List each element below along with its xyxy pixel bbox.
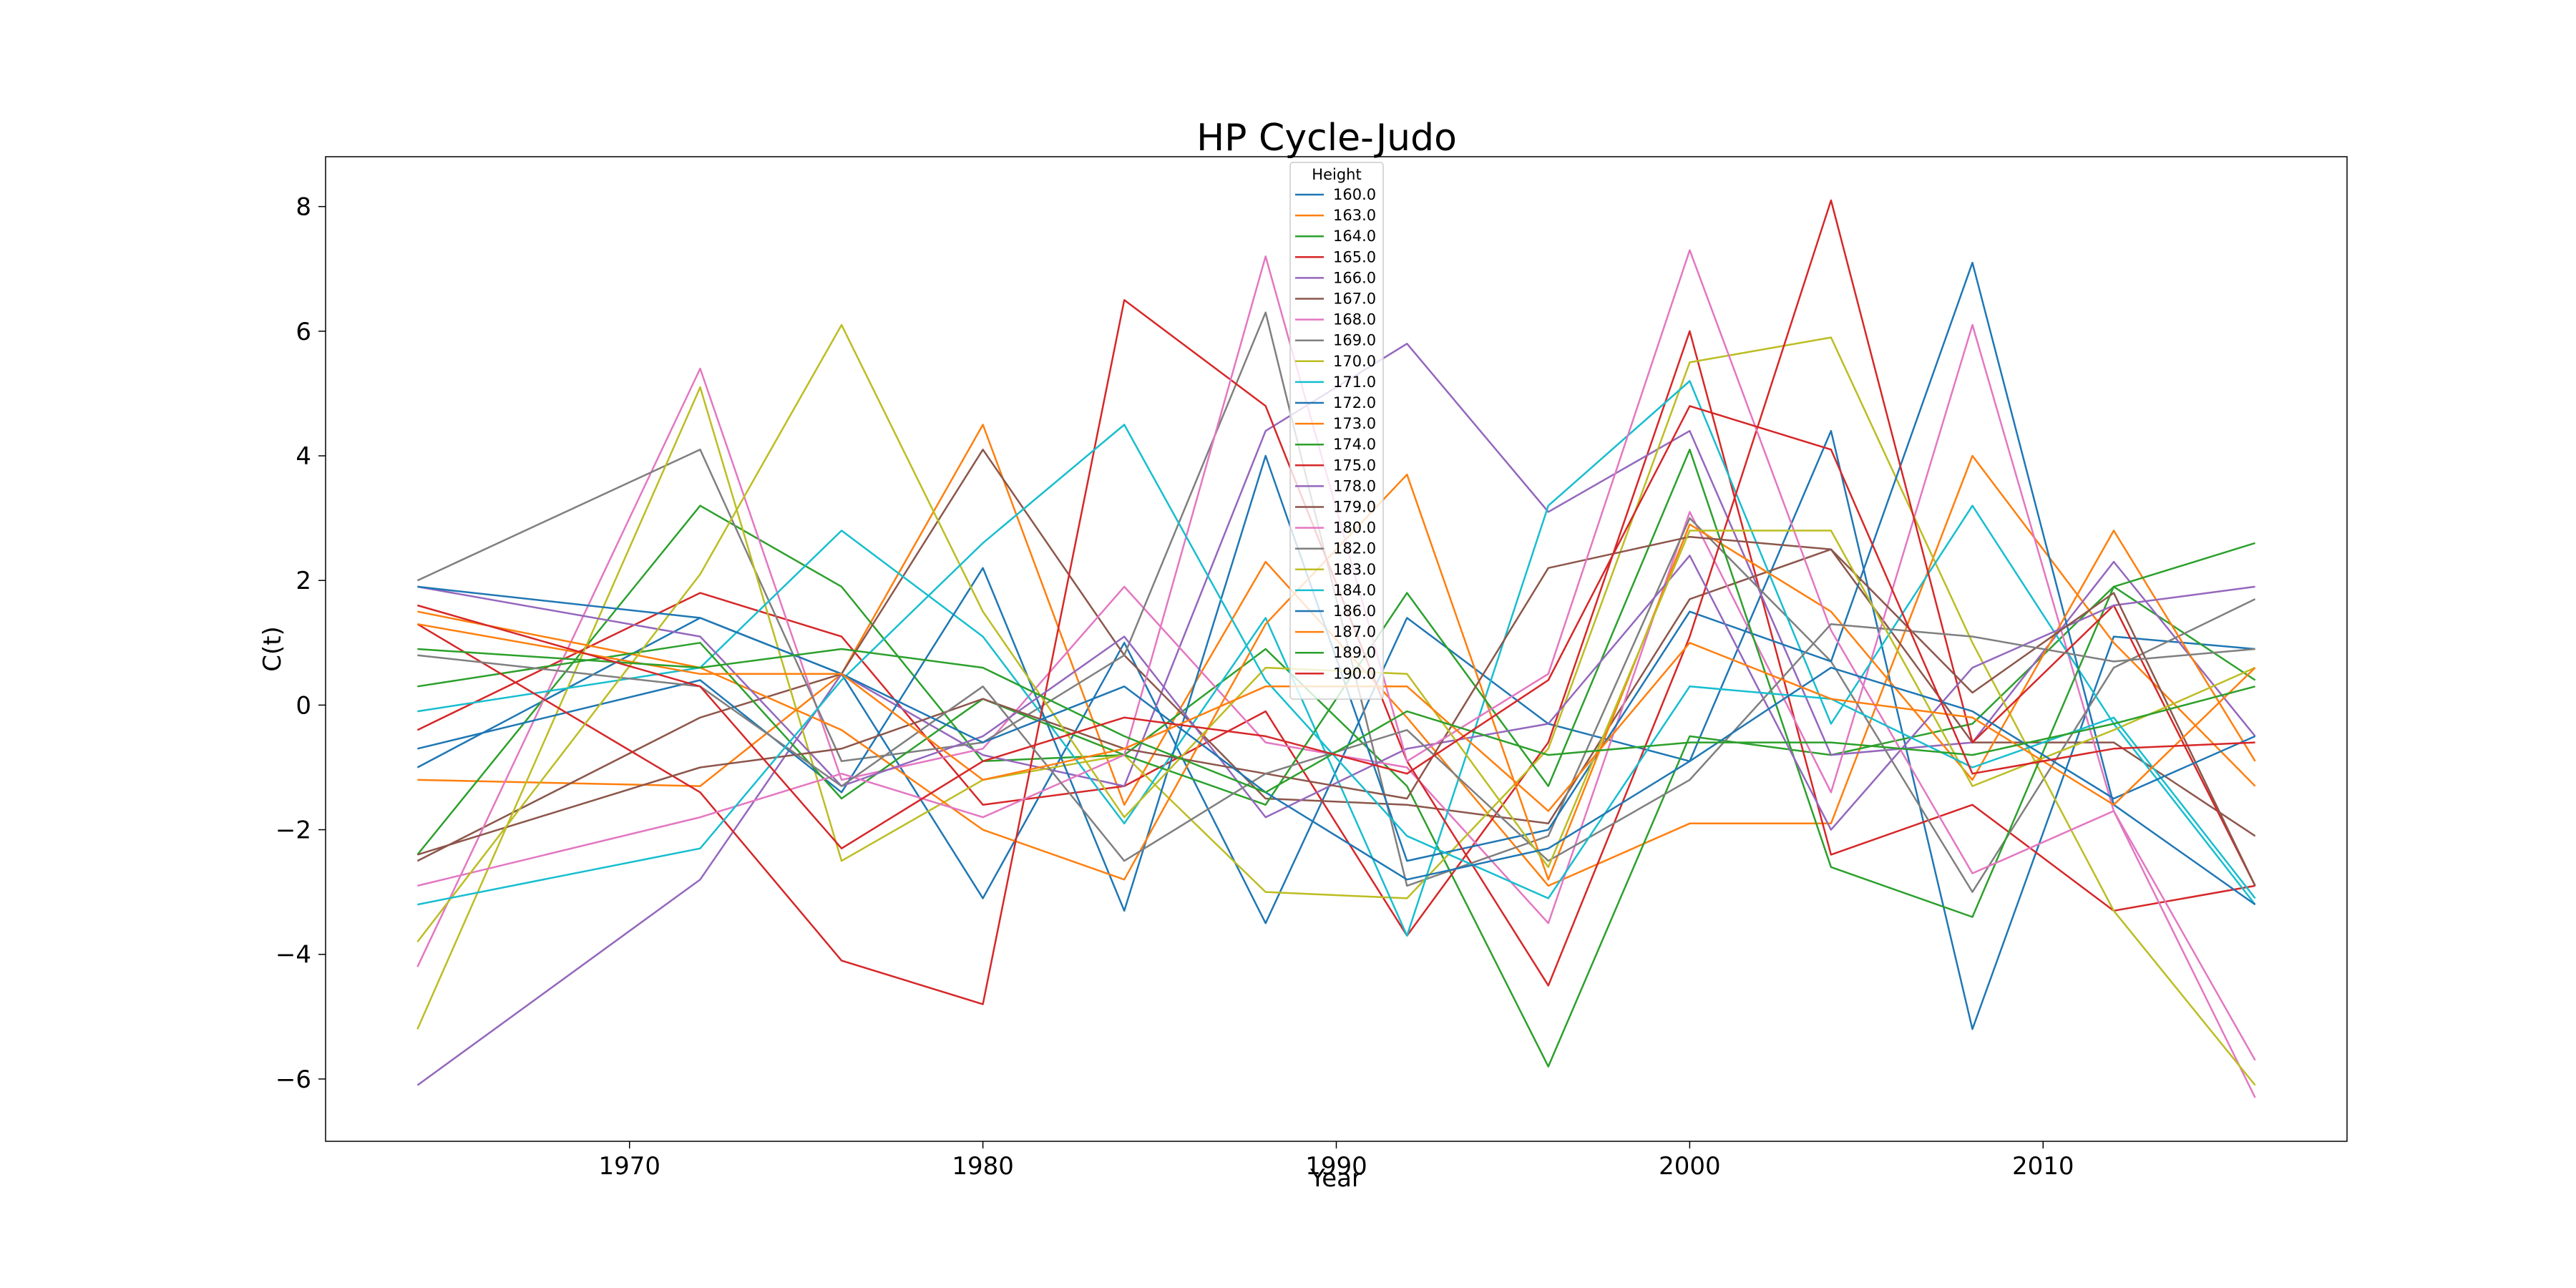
y-tick-label: −2 <box>275 816 311 845</box>
series-line-168.0 <box>416 323 2256 1098</box>
series-line-173.0 <box>417 473 2256 881</box>
legend-entry: 169.0 <box>1333 332 1376 349</box>
series-layer <box>416 199 2256 1098</box>
legend-entry: 182.0 <box>1333 540 1376 557</box>
series-line-169.0 <box>416 311 2256 893</box>
y-axis: −6 −4 −2 0 2 4 6 8 <box>275 193 326 1094</box>
legend-entry: 190.0 <box>1333 665 1376 682</box>
legend-entry: 187.0 <box>1333 623 1376 640</box>
legend-entry: 173.0 <box>1333 415 1376 432</box>
series-line-170.0 <box>416 336 2256 1086</box>
y-tick-label: 0 <box>296 691 311 720</box>
series-line-190.0 <box>417 405 2255 849</box>
series-line-172.0 <box>417 261 2256 912</box>
legend-entry: 174.0 <box>1333 436 1376 453</box>
chart-title: HP Cycle-Judo <box>1196 117 1457 160</box>
legend-entry: 186.0 <box>1333 602 1376 620</box>
legend-entry: 180.0 <box>1333 519 1376 537</box>
legend-entry: 184.0 <box>1333 582 1376 599</box>
legend-title: Height <box>1312 166 1361 183</box>
y-tick-label: −4 <box>275 941 311 970</box>
x-tick-label: 1970 <box>598 1152 660 1181</box>
legend-entry: 170.0 <box>1333 353 1376 370</box>
y-tick-label: 6 <box>296 318 311 346</box>
legend-entry: 172.0 <box>1333 394 1376 411</box>
legend-entry: 160.0 <box>1333 186 1376 203</box>
legend-box <box>1289 162 1384 700</box>
legend-entry: 164.0 <box>1333 228 1376 245</box>
series-line-187.0 <box>417 623 2256 812</box>
legend-entry: 178.0 <box>1333 477 1376 494</box>
series-line-174.0 <box>417 449 2255 918</box>
series-line-164.0 <box>416 504 2256 1068</box>
x-tick-label: 1980 <box>952 1152 1014 1181</box>
series-line-184.0 <box>417 424 2256 906</box>
x-tick-label: 1990 <box>1305 1152 1367 1181</box>
legend-entry: 171.0 <box>1333 374 1376 391</box>
x-axis-label: Year <box>1309 1164 1362 1193</box>
legend: Height 160.0 163.0 164.0 165.0 166.0 167.0 168… <box>1289 162 1384 700</box>
legend-entry: 183.0 <box>1333 561 1376 578</box>
legend-entry: 179.0 <box>1333 499 1376 516</box>
x-tick-label: 2000 <box>1659 1152 1721 1181</box>
legend-entry: 166.0 <box>1333 269 1376 286</box>
y-tick-label: 8 <box>296 193 311 222</box>
legend-entry: 167.0 <box>1333 291 1376 308</box>
series-line-183.0 <box>416 323 2256 943</box>
y-axis-label: C(t) <box>258 626 287 672</box>
x-tick-label: 2010 <box>2012 1152 2074 1181</box>
x-axis: 1970 1980 1990 2000 2010 <box>598 1141 2074 1181</box>
legend-entry: 189.0 <box>1333 644 1376 661</box>
legend-entry: 163.0 <box>1333 207 1376 224</box>
series-line-180.0 <box>417 249 2256 1061</box>
series-line-171.0 <box>417 380 2256 937</box>
y-tick-label: 4 <box>296 442 311 471</box>
series-line-179.0 <box>417 535 2256 887</box>
legend-entry: 175.0 <box>1333 457 1376 474</box>
y-tick-label: −6 <box>275 1065 311 1094</box>
y-tick-label: 2 <box>296 567 311 595</box>
series-line-182.0 <box>417 623 2255 862</box>
legend-items: 160.0 163.0 164.0 165.0 166.0 167.0 168.0 169.0… <box>1295 186 1376 682</box>
series-line-189.0 <box>417 648 2255 794</box>
legend-entry: 165.0 <box>1333 248 1376 265</box>
legend-entry: 168.0 <box>1333 311 1376 328</box>
